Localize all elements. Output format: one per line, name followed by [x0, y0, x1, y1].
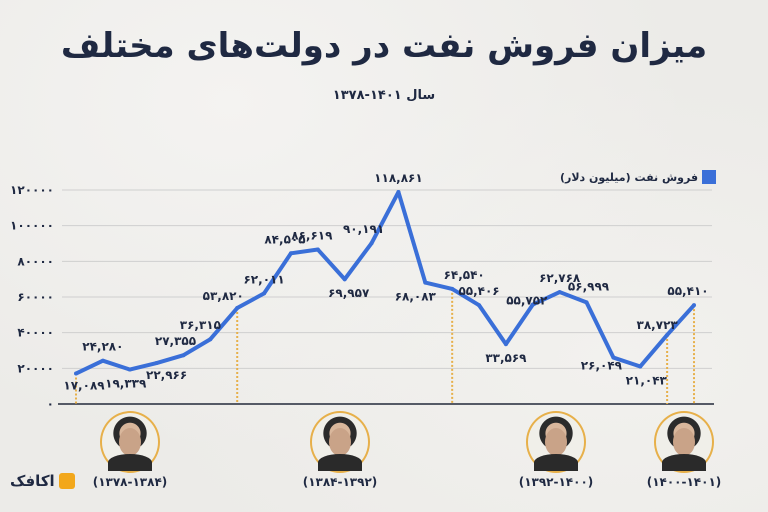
data-point: [288, 251, 293, 256]
data-point: [235, 306, 240, 311]
logo-mark-icon: [58, 473, 75, 489]
data-label: ۶۸,۰۸۳: [395, 290, 437, 304]
data-point: [477, 303, 482, 308]
data-point: [262, 291, 267, 296]
data-label: ۵۵,۴۰۶: [458, 284, 499, 298]
period-label: (۱۳۷۸-۱۳۸۴): [92, 475, 168, 489]
data-label: ۵۵,۴۱۰: [667, 284, 708, 298]
president-portrait-icon: [310, 411, 370, 473]
data-point: [396, 190, 401, 195]
president-portrait-icon: [654, 411, 714, 473]
data-point: [638, 364, 643, 369]
y-tick-label: ۴۰۰۰۰: [17, 326, 54, 340]
data-point: [154, 361, 159, 366]
president-portrait-icon: [526, 411, 586, 473]
data-label: ۸۶,۶۱۹: [291, 229, 333, 243]
data-point: [665, 332, 670, 337]
data-label: ۳۳,۵۶۹: [485, 351, 527, 365]
data-point: [557, 290, 562, 295]
data-label: ۱۷,۰۸۹: [63, 379, 105, 393]
legend: فروش نفت (میلیون دلار): [560, 170, 717, 184]
y-tick-label: ۲۰۰۰۰: [17, 361, 54, 375]
data-label: ۲۱,۰۴۳: [626, 373, 668, 387]
y-tick-label: ۱۲۰۰۰۰: [10, 183, 54, 197]
data-label: ۶۴,۵۴۰: [444, 268, 485, 282]
data-label: ۹۰,۱۹۱: [343, 222, 384, 236]
data-point: [127, 367, 132, 372]
legend-label: فروش نفت (میلیون دلار): [560, 170, 699, 184]
data-label: ۵۵,۷۵۲: [506, 294, 548, 308]
data-label: ۲۲,۹۶۶: [146, 368, 187, 382]
data-label: ۲۴,۲۸۰: [82, 340, 123, 354]
data-point: [369, 241, 374, 246]
data-label: ۸۴,۵۰۵: [264, 232, 305, 246]
data-label: ۲۷,۳۵۵: [155, 334, 196, 348]
president-portrait-icon: [100, 411, 160, 473]
data-label: ۲۶,۰۴۹: [581, 359, 623, 373]
y-tick-label: ۶۰۰۰۰: [17, 290, 54, 304]
y-tick-label: ۸۰۰۰۰: [17, 254, 54, 268]
logo-text: اکافک: [10, 472, 55, 490]
data-point: [208, 337, 213, 342]
data-point: [423, 280, 428, 285]
data-label: ۱۱۸,۸۶۱: [374, 171, 423, 185]
data-point: [503, 342, 508, 347]
period-label: (۱۳۹۲-۱۴۰۰): [518, 475, 594, 489]
legend-swatch: [702, 170, 717, 184]
data-point: [181, 353, 186, 358]
page-subtitle: سال ۱۴۰۱-۱۳۷۸: [332, 88, 436, 103]
data-point: [692, 303, 697, 308]
data-point: [530, 302, 535, 307]
period-label: (۱۴۰۰-۱۴۰۱): [646, 475, 722, 489]
data-label: ۶۹,۹۵۷: [328, 286, 370, 300]
data-point: [450, 286, 455, 291]
data-label: ۶۲,۷۶۸: [539, 271, 581, 285]
data-label: ۵۶,۹۹۹: [568, 279, 610, 293]
brand-logo: اکافک: [10, 472, 75, 490]
data-point: [611, 355, 616, 360]
data-label: ۶۲,۰۱۱: [243, 272, 284, 286]
data-label: ۳۸,۷۲۳: [637, 318, 679, 332]
period-label: (۱۳۸۴-۱۳۹۲): [302, 475, 378, 489]
y-tick-label: ۱۰۰۰۰۰: [10, 219, 54, 233]
data-label: ۱۹,۳۳۹: [105, 377, 147, 391]
data-point: [74, 371, 78, 376]
page-title: میزان فروش نفت در دولت‌های مختلف: [60, 26, 708, 66]
y-tick-label: ۰: [47, 397, 54, 411]
series-line: [75, 190, 696, 376]
data-label: ۳۶,۳۱۵: [180, 318, 221, 332]
data-point: [100, 358, 105, 363]
data-point: [584, 300, 589, 305]
data-point: [342, 277, 347, 282]
data-point: [315, 247, 320, 252]
data-label: ۵۳,۸۲۰: [203, 289, 244, 303]
